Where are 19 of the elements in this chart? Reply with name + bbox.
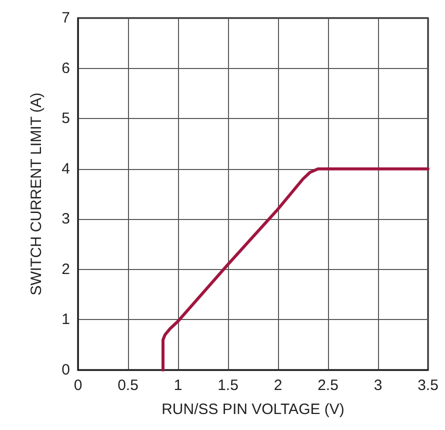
x-tick-label: 3.5 bbox=[418, 377, 438, 394]
x-tick-label: 0.5 bbox=[118, 377, 138, 394]
y-tick-label: 4 bbox=[62, 160, 70, 178]
x-tick-label: 2.5 bbox=[318, 377, 338, 394]
y-axis-title: SWITCH CURRENT LIMIT (A) bbox=[28, 92, 45, 296]
y-tick-label: 2 bbox=[62, 260, 70, 278]
y-tick-label: 0 bbox=[62, 362, 70, 378]
line-series bbox=[162, 167, 430, 372]
x-tick-label: 2 bbox=[274, 377, 282, 394]
y-tick-label: 7 bbox=[62, 10, 70, 26]
x-tick-label: 0 bbox=[74, 377, 82, 394]
y-tick-label: 5 bbox=[62, 110, 70, 128]
x-tick-label: 1.5 bbox=[218, 377, 238, 394]
x-tick-label: 1 bbox=[174, 377, 182, 394]
y-tick-label: 1 bbox=[62, 311, 70, 328]
x-axis-title: RUN/SS PIN VOLTAGE (V) bbox=[162, 401, 344, 418]
y-tick-label: 6 bbox=[62, 60, 70, 77]
y-tick-label: 3 bbox=[62, 210, 70, 228]
x-tick-label: 3 bbox=[374, 377, 382, 394]
